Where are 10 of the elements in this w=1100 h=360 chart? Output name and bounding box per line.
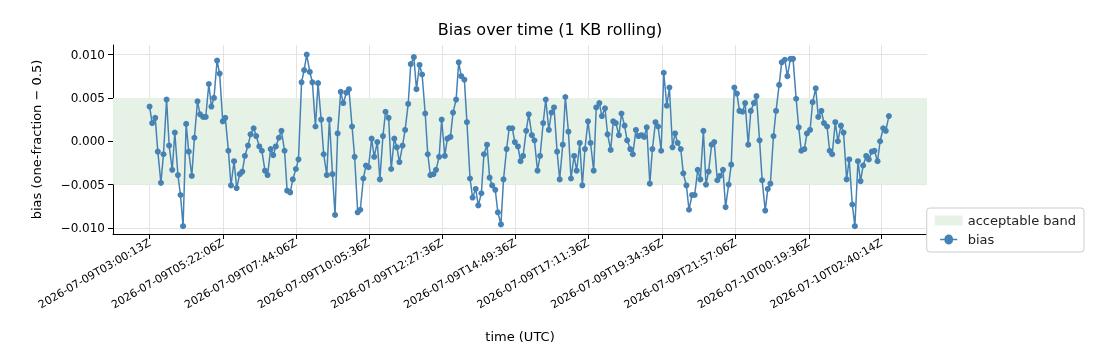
chart-title: Bias over time (1 KB rolling) xyxy=(437,19,663,39)
y-axis-title: bias (one-fraction − 0.5) xyxy=(29,59,44,220)
y-tick-label: 0.010 xyxy=(70,47,105,62)
y-tick-label: −0.010 xyxy=(60,220,105,235)
legend-label: bias xyxy=(967,232,995,247)
x-axis-title: time (UTC) xyxy=(485,329,555,344)
y-tick-label: −0.005 xyxy=(60,177,105,192)
y-tick-label: 0.005 xyxy=(70,90,105,105)
y-tick-label: 0.000 xyxy=(70,134,105,149)
legend-label: acceptable band xyxy=(967,213,1076,228)
